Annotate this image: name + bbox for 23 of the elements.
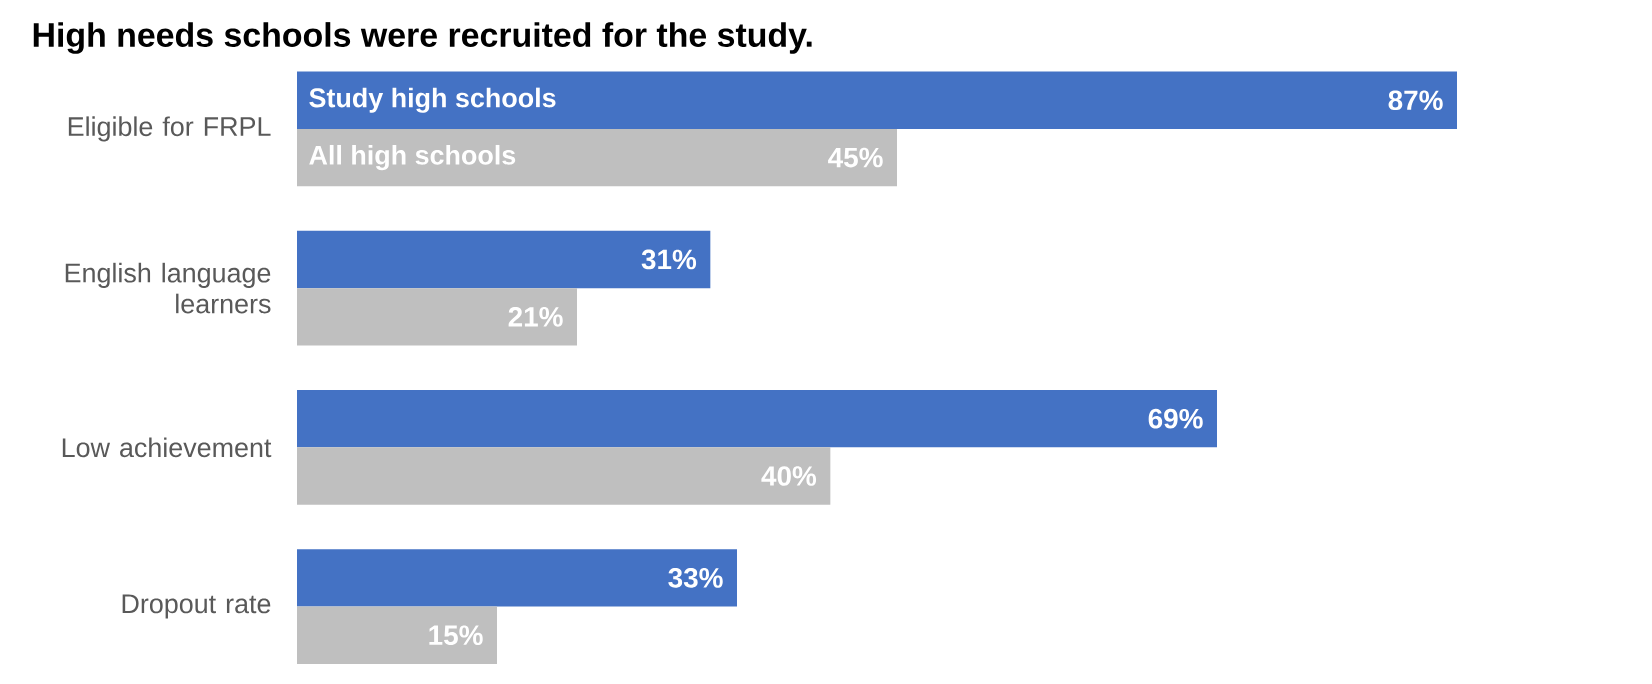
data-label: 40% [761, 466, 817, 486]
bar [297, 288, 577, 346]
data-label: 87% [1388, 90, 1443, 111]
bar [297, 71, 1457, 129]
bar [297, 447, 831, 505]
bar [297, 128, 897, 187]
data-label: 33% [668, 568, 723, 588]
data-label: 45% [828, 147, 883, 168]
y-tick-label: Dropout rate [122, 594, 271, 619]
y-tick-label: Eligible for FRPL [68, 116, 271, 142]
series-label: All high schools [309, 144, 516, 171]
data-label: 69% [1148, 408, 1203, 429]
y-tick-label: English language learners [65, 262, 271, 314]
bar [297, 549, 737, 607]
bar [297, 606, 497, 664]
bar [297, 390, 1217, 448]
chart-title: High needs schools were recruited for the study. [33, 22, 812, 54]
bar [297, 230, 711, 289]
series-label: Study high schools [309, 87, 556, 113]
y-tick-label: Low achievement [62, 437, 272, 458]
data-label: 21% [508, 306, 563, 327]
data-label: 31% [641, 249, 697, 270]
data-label: 15% [429, 625, 483, 646]
